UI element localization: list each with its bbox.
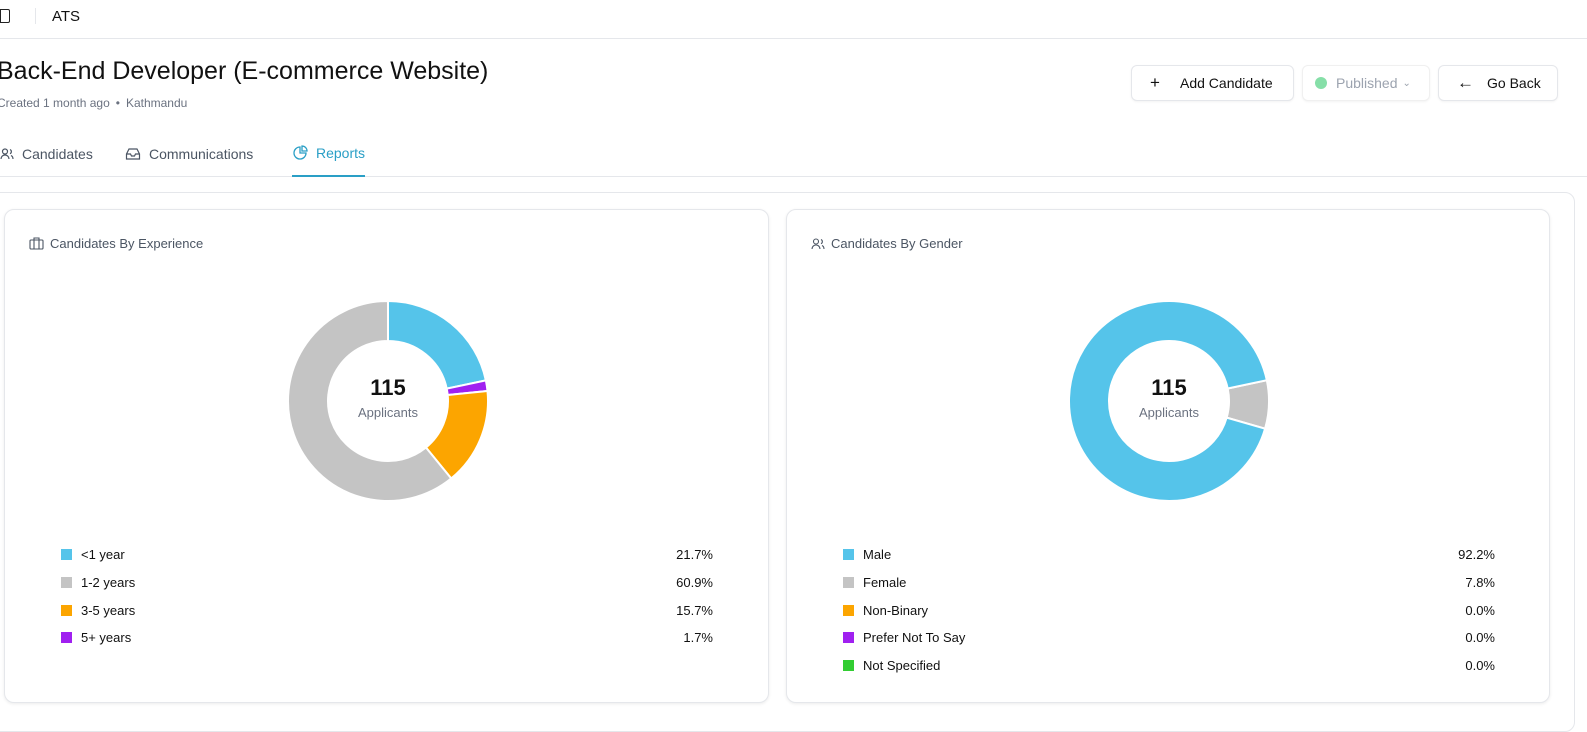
legend: <1 year 21.7% 1-2 years 60.9% 3-5 years 15.7%…	[61, 541, 713, 652]
tab-candidates[interactable]: Candidates	[0, 130, 93, 177]
status-dropdown[interactable]: Published ⌄	[1302, 65, 1430, 101]
legend-label: Non-Binary	[863, 602, 929, 618]
total-applicants: 115	[370, 375, 406, 400]
go-back-button[interactable]: ← Go Back	[1438, 65, 1558, 101]
card-title: Candidates By Gender	[811, 236, 963, 251]
divider	[35, 8, 36, 24]
created-time: Created 1 month ago	[0, 96, 110, 110]
legend-item: 5+ years 1.7%	[61, 624, 713, 652]
arrow-left-icon: ←	[1457, 73, 1474, 92]
experience-donut-chart	[287, 300, 489, 502]
legend-item: Male 92.2%	[843, 541, 1495, 569]
legend-percent: 60.9%	[676, 575, 713, 591]
legend-label: 1-2 years	[81, 575, 136, 591]
separator-dot: •	[115, 96, 120, 110]
legend-item: 1-2 years 60.9%	[61, 569, 713, 597]
legend-percent: 7.8%	[1465, 575, 1495, 591]
legend-label: Male	[863, 547, 892, 563]
sidebar-toggle-icon[interactable]	[0, 9, 10, 23]
inbox-icon	[125, 147, 141, 160]
legend-percent: 15.7%	[676, 602, 713, 618]
tab-label: Reports	[316, 144, 366, 161]
add-candidate-label: Add Candidate	[1180, 75, 1273, 91]
tab-label: Communications	[149, 145, 254, 162]
legend-label: Prefer Not To Say	[863, 630, 966, 646]
legend-item: <1 year 21.7%	[61, 541, 713, 569]
card-title-text: Candidates By Experience	[50, 236, 204, 251]
legend-swatch	[61, 549, 72, 561]
status-label: Published	[1336, 75, 1398, 91]
card-title-text: Candidates By Gender	[831, 236, 963, 251]
legend-label: Female	[863, 575, 907, 591]
donut-slice-1-2-years[interactable]	[287, 300, 453, 502]
card-title: Candidates By Experience	[29, 236, 203, 251]
top-bar: ATS	[0, 0, 1587, 39]
page-title: Back-End Developer (E-commerce Website)	[0, 57, 489, 85]
legend-label: 5+ years	[81, 630, 132, 646]
legend-percent: 0.0%	[1465, 658, 1495, 674]
legend: Male 92.2% Female 7.8% Non-Binary 0.0% Prefer …	[843, 541, 1495, 679]
tab-label: Candidates	[22, 145, 93, 162]
app-name: ATS	[52, 8, 81, 25]
legend-percent: 1.7%	[683, 630, 713, 646]
tab-communications[interactable]: Communications	[125, 130, 253, 177]
add-candidate-button[interactable]: + Add Candidate	[1131, 65, 1294, 101]
job-location: Kathmandu	[125, 96, 188, 110]
experience-card: Candidates By Experience 115 Applicants <…	[4, 209, 769, 703]
legend-item: Non-Binary 0.0%	[843, 596, 1495, 624]
donut-center: 115 Applicants	[1068, 375, 1270, 420]
legend-label: Not Specified	[863, 658, 941, 674]
legend-percent: 0.0%	[1465, 630, 1495, 646]
legend-percent: 0.0%	[1465, 602, 1495, 618]
legend-item: Not Specified 0.0%	[843, 652, 1495, 680]
legend-percent: 92.2%	[1458, 547, 1495, 563]
gender-donut-chart	[1068, 300, 1270, 502]
legend-item: Prefer Not To Say 0.0%	[843, 624, 1495, 652]
legend-swatch	[843, 604, 854, 616]
legend-swatch	[843, 632, 854, 644]
legend-label: <1 year	[81, 547, 125, 563]
center-label: Applicants	[1139, 405, 1199, 420]
donut-center: 115 Applicants	[287, 375, 489, 420]
pie-chart-icon	[293, 144, 308, 160]
legend-swatch	[61, 604, 72, 616]
plus-icon: +	[1150, 73, 1160, 92]
legend-swatch	[61, 632, 72, 644]
legend-item: 3-5 years 15.7%	[61, 596, 713, 624]
legend-swatch	[843, 660, 854, 672]
tab-reports[interactable]: Reports	[292, 130, 366, 177]
status-dot-icon	[1315, 77, 1327, 89]
chevron-down-icon: ⌄	[1402, 77, 1411, 89]
go-back-label: Go Back	[1487, 75, 1541, 91]
total-applicants: 115	[1151, 375, 1187, 400]
legend-swatch	[843, 577, 854, 589]
gender-card: Candidates By Gender 115 Applicants Male 9…	[786, 209, 1550, 703]
job-meta: Created 1 month ago • Kathmandu	[0, 96, 187, 110]
donut-slice-male[interactable]	[1068, 300, 1269, 502]
legend-label: 3-5 years	[81, 602, 136, 618]
center-label: Applicants	[358, 405, 418, 420]
users-icon	[0, 147, 14, 159]
legend-item: Female 7.8%	[843, 569, 1495, 597]
legend-percent: 21.7%	[676, 547, 713, 563]
tab-bar: Candidates Communications Reports	[0, 130, 1587, 177]
briefcase-icon	[29, 237, 44, 250]
users-icon	[811, 237, 825, 249]
legend-swatch	[61, 577, 72, 589]
legend-swatch	[843, 549, 854, 561]
